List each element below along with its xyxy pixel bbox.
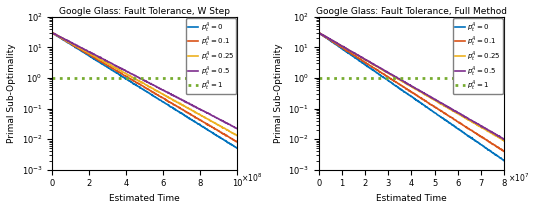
X-axis label: Estimated Time: Estimated Time [376,194,447,203]
Y-axis label: Primal Sub-Optimality: Primal Sub-Optimality [273,43,282,143]
Y-axis label: Primal Sub-Optimality: Primal Sub-Optimality [7,43,16,143]
Title: Google Glass: Fault Tolerance, Full Method: Google Glass: Fault Tolerance, Full Meth… [316,7,507,16]
Legend: $p_t^A = 0$, $p_t^A = 0.1$, $p_t^A = 0.25$, $p_t^A = 0.5$, $p_t^A = 1$: $p_t^A = 0$, $p_t^A = 0.1$, $p_t^A = 0.2… [186,18,236,94]
X-axis label: Estimated Time: Estimated Time [109,194,180,203]
Title: Google Glass: Fault Tolerance, W Step: Google Glass: Fault Tolerance, W Step [59,7,230,16]
Text: $\times10^7$: $\times10^7$ [508,171,529,184]
Text: $\times10^8$: $\times10^8$ [241,171,263,184]
Legend: $p_t^A = 0$, $p_t^A = 0.1$, $p_t^A = 0.25$, $p_t^A = 0.5$, $p_t^A = 1$: $p_t^A = 0$, $p_t^A = 0.1$, $p_t^A = 0.2… [452,18,503,94]
